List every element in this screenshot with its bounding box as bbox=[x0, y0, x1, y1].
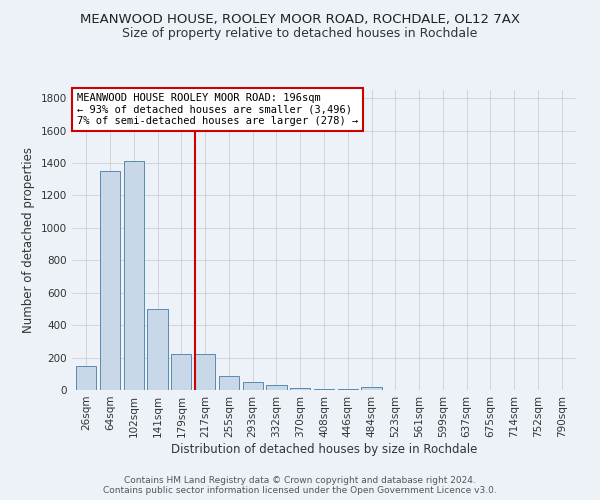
Bar bbox=[242, 382, 263, 390]
Bar bbox=[76, 366, 97, 390]
Text: MEANWOOD HOUSE ROOLEY MOOR ROAD: 196sqm
← 93% of detached houses are smaller (3,: MEANWOOD HOUSE ROOLEY MOOR ROAD: 196sqm … bbox=[77, 93, 358, 126]
Bar bbox=[338, 389, 358, 390]
Text: Size of property relative to detached houses in Rochdale: Size of property relative to detached ho… bbox=[122, 28, 478, 40]
Bar bbox=[171, 354, 191, 390]
X-axis label: Distribution of detached houses by size in Rochdale: Distribution of detached houses by size … bbox=[171, 442, 477, 456]
Bar bbox=[266, 386, 287, 390]
Text: Contains HM Land Registry data © Crown copyright and database right 2024.
Contai: Contains HM Land Registry data © Crown c… bbox=[103, 476, 497, 495]
Bar bbox=[124, 162, 144, 390]
Bar bbox=[100, 171, 120, 390]
Bar bbox=[314, 388, 334, 390]
Bar bbox=[148, 309, 167, 390]
Bar bbox=[290, 388, 310, 390]
Text: MEANWOOD HOUSE, ROOLEY MOOR ROAD, ROCHDALE, OL12 7AX: MEANWOOD HOUSE, ROOLEY MOOR ROAD, ROCHDA… bbox=[80, 12, 520, 26]
Bar bbox=[195, 354, 215, 390]
Y-axis label: Number of detached properties: Number of detached properties bbox=[22, 147, 35, 333]
Bar bbox=[361, 387, 382, 390]
Bar bbox=[219, 376, 239, 390]
